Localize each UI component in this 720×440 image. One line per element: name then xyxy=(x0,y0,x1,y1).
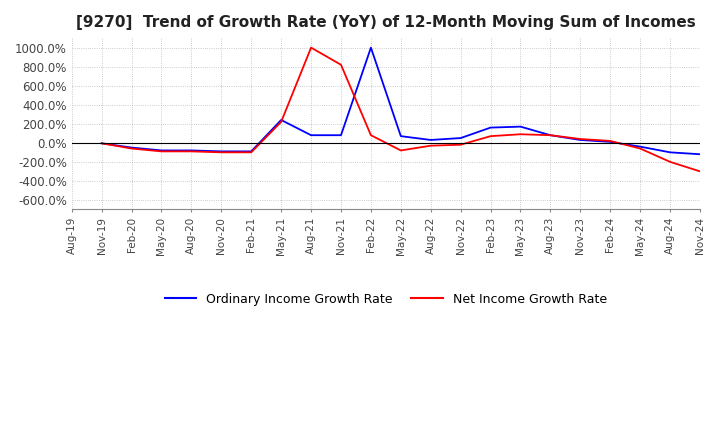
Legend: Ordinary Income Growth Rate, Net Income Growth Rate: Ordinary Income Growth Rate, Net Income … xyxy=(160,288,612,311)
Title: [9270]  Trend of Growth Rate (YoY) of 12-Month Moving Sum of Incomes: [9270] Trend of Growth Rate (YoY) of 12-… xyxy=(76,15,696,30)
